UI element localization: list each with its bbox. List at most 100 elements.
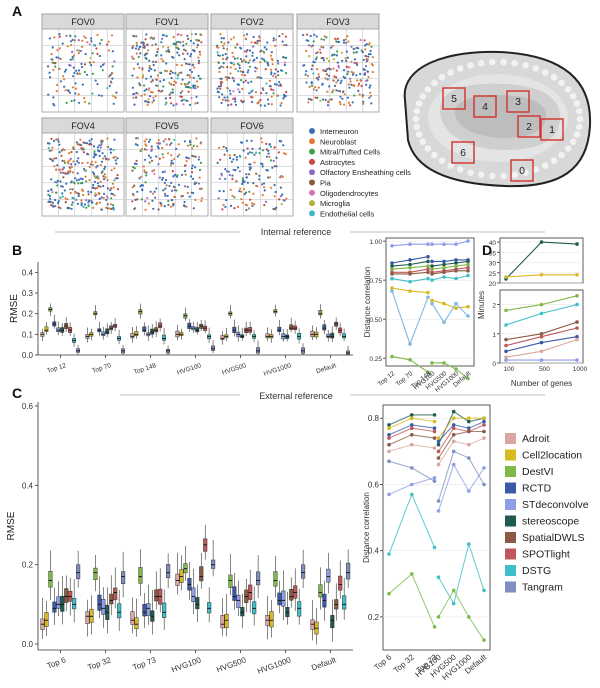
cell-point <box>132 166 135 169</box>
cell-point <box>281 40 284 43</box>
series-point <box>426 242 430 246</box>
cell-point <box>116 177 119 180</box>
cell-point <box>79 182 83 185</box>
cell-point <box>220 37 223 40</box>
cell-point <box>282 44 286 47</box>
cell-point <box>157 89 160 92</box>
cell-point <box>164 192 167 195</box>
cell-point <box>145 171 148 174</box>
cell-point <box>194 33 197 36</box>
fov-title: FOV4 <box>71 121 95 131</box>
cell-point <box>250 80 253 83</box>
cell-point <box>236 62 240 65</box>
cell-point <box>97 149 100 152</box>
fov-panel: FOV1 <box>125 13 209 113</box>
cell-point <box>339 103 342 106</box>
series-point <box>432 446 437 450</box>
cell-point <box>75 87 78 90</box>
series-point <box>539 311 544 316</box>
y-tick-label: 30 <box>489 261 497 268</box>
cell-point <box>149 75 153 78</box>
box <box>236 594 241 609</box>
cell-point <box>47 193 50 196</box>
series-point <box>539 334 544 339</box>
series-point <box>387 433 391 437</box>
tissue-granule <box>467 169 474 176</box>
celltype-label: Neuroblast <box>320 137 357 146</box>
cell-point <box>261 163 264 166</box>
cell-point <box>220 41 223 44</box>
cell-point <box>76 49 79 52</box>
series-point <box>454 301 458 306</box>
cell-point <box>84 175 87 178</box>
series-point <box>454 261 458 265</box>
box <box>318 310 323 316</box>
cell-point <box>164 103 167 106</box>
cell-point <box>141 68 144 71</box>
cell-point <box>251 147 254 150</box>
cell-point <box>137 55 140 59</box>
cell-point <box>268 155 271 158</box>
cell-point <box>369 84 372 87</box>
box <box>117 603 122 619</box>
cell-point <box>335 54 338 57</box>
box <box>256 571 261 586</box>
cell-point <box>135 159 138 162</box>
series-point <box>482 419 486 424</box>
series-point <box>432 419 437 424</box>
cell-point <box>312 72 315 75</box>
cell-point <box>65 34 68 37</box>
box <box>146 603 151 616</box>
series-line <box>437 463 485 512</box>
cell-point <box>143 84 146 87</box>
cell-point <box>244 156 247 159</box>
box <box>44 612 49 627</box>
series-point <box>451 462 456 467</box>
cell-point <box>221 208 224 211</box>
cell-point <box>315 35 318 38</box>
cell-point <box>91 92 94 95</box>
cell-point <box>110 72 114 75</box>
cell-point <box>100 141 103 144</box>
series-point <box>410 433 414 437</box>
cell-point <box>187 37 190 41</box>
cell-point <box>70 165 73 169</box>
series-point <box>442 270 446 275</box>
cell-point <box>322 56 325 60</box>
cell-point <box>234 68 237 71</box>
series-point <box>575 320 579 324</box>
cell-point <box>115 91 118 94</box>
cell-point <box>57 56 60 59</box>
cell-point <box>321 83 324 86</box>
cell-point <box>263 204 266 207</box>
cell-point <box>74 35 77 38</box>
series-point <box>387 591 391 596</box>
cell-point <box>369 91 372 94</box>
cell-point <box>226 96 229 99</box>
cell-point <box>58 33 61 36</box>
fov-header <box>125 117 209 134</box>
cell-point <box>139 149 142 153</box>
cell-point <box>109 189 112 192</box>
cell-point <box>364 48 367 51</box>
fov-box <box>517 115 541 138</box>
series-point <box>575 242 579 246</box>
series-point <box>482 416 486 421</box>
series-point <box>410 492 414 497</box>
cell-point <box>183 140 186 143</box>
cell-point <box>371 70 374 74</box>
cell-point <box>280 203 283 206</box>
series-point <box>539 349 544 354</box>
cell-point <box>70 207 73 210</box>
cell-point <box>260 137 263 140</box>
series-point <box>432 436 437 440</box>
cell-point <box>71 38 74 42</box>
cell-point <box>268 143 271 146</box>
cell-point <box>59 57 62 60</box>
cell-point <box>161 60 164 63</box>
cell-point <box>268 85 272 88</box>
series-line <box>431 302 469 324</box>
series-point <box>432 429 437 434</box>
cell-point <box>172 175 175 178</box>
cell-point <box>261 141 264 144</box>
